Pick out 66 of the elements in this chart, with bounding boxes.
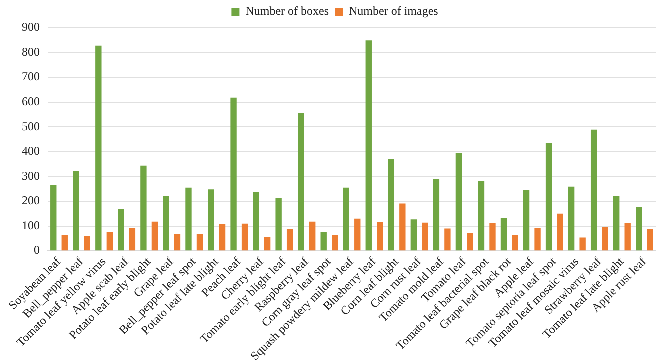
bar	[568, 186, 575, 251]
bar	[62, 235, 68, 251]
bar	[444, 228, 451, 251]
bar	[410, 220, 418, 251]
bar	[50, 185, 57, 251]
bar	[264, 236, 271, 251]
bar	[636, 206, 642, 251]
bar	[512, 235, 518, 251]
bar	[196, 234, 204, 251]
bar	[490, 223, 496, 251]
bar	[613, 196, 620, 251]
bar	[602, 227, 608, 251]
bar	[433, 178, 440, 251]
y-tick-label: 400	[22, 144, 40, 158]
bar	[456, 153, 462, 251]
y-tick-label: 500	[22, 119, 40, 134]
bar	[174, 234, 181, 251]
bar	[84, 236, 91, 251]
bar	[219, 224, 226, 251]
bar	[140, 166, 147, 251]
bar	[534, 228, 541, 251]
bar	[298, 114, 304, 251]
y-tick-label: 100	[22, 218, 40, 232]
y-tick-label: 0	[34, 243, 40, 258]
bar	[366, 40, 372, 251]
bar	[377, 222, 384, 251]
bar	[253, 192, 260, 251]
bar	[276, 198, 282, 251]
bar	[580, 238, 586, 251]
bar	[343, 188, 350, 251]
bar	[186, 188, 192, 251]
legend-label: Number of boxes	[246, 4, 330, 18]
bar	[590, 130, 598, 251]
bar	[400, 204, 406, 251]
bar	[152, 222, 158, 251]
bar	[523, 190, 530, 251]
bar	[546, 143, 552, 251]
y-tick-label: 200	[22, 194, 40, 208]
bar	[163, 196, 170, 251]
bar	[286, 229, 294, 251]
bar	[106, 232, 114, 251]
bar	[388, 159, 395, 251]
bar	[96, 46, 102, 251]
bar	[320, 232, 327, 251]
bar	[332, 234, 338, 251]
bar	[129, 228, 136, 251]
bar	[309, 222, 316, 251]
bar	[557, 214, 564, 251]
bar	[354, 218, 361, 251]
legend-label: Number of images	[349, 4, 439, 18]
bar	[467, 233, 474, 251]
y-tick-label: 700	[22, 70, 40, 84]
bar	[242, 224, 248, 251]
bar	[422, 222, 428, 251]
y-tick-label: 600	[22, 94, 40, 109]
y-tick-label: 900	[22, 20, 40, 34]
bar	[500, 218, 508, 251]
y-tick-label: 800	[22, 44, 40, 59]
bar	[118, 208, 124, 251]
bar	[478, 181, 485, 251]
bar	[208, 190, 214, 251]
y-tick-label: 300	[22, 168, 40, 183]
bar	[230, 98, 237, 251]
bar	[647, 230, 654, 251]
bar	[624, 223, 631, 251]
bar	[73, 171, 80, 251]
